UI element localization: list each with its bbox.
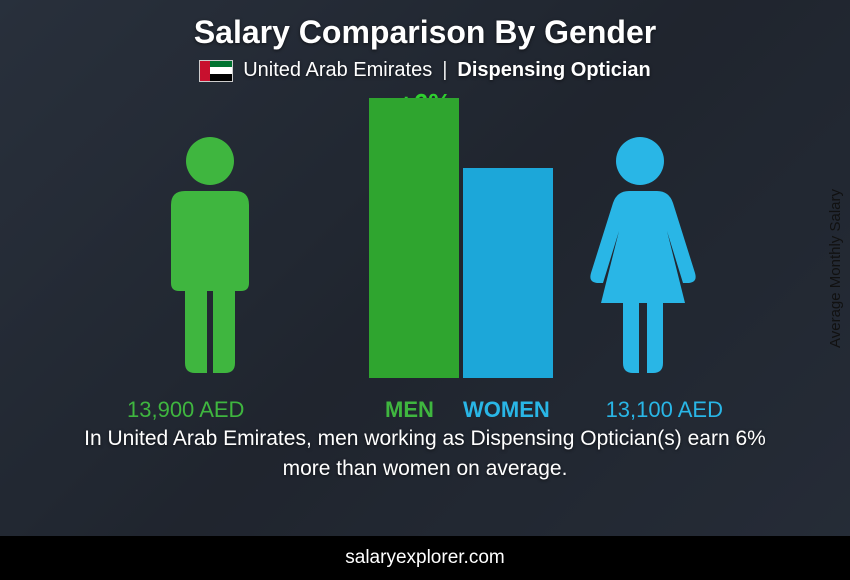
men-salary: 13,900 AED	[127, 397, 244, 423]
male-icon	[145, 133, 275, 378]
men-bar	[369, 98, 459, 378]
gender-chart: +6% 13,900 AED MEN WOMEN 13,1	[105, 88, 745, 418]
women-salary: 13,100 AED	[606, 397, 723, 423]
side-label-text: Average Monthly Salary	[827, 189, 844, 348]
footer-text: salaryexplorer.com	[345, 547, 504, 569]
women-bar	[463, 168, 553, 378]
page-title: Salary Comparison By Gender	[194, 14, 656, 51]
description: In United Arab Emirates, men working as …	[75, 424, 775, 485]
footer: salaryexplorer.com	[0, 536, 850, 580]
y-axis-label: Average Monthly Salary	[820, 0, 850, 536]
subtitle-row: United Arab Emirates | Dispensing Optici…	[199, 59, 651, 82]
separator: |	[442, 59, 447, 82]
women-label: WOMEN	[463, 397, 550, 423]
infographic: Salary Comparison By Gender United Arab …	[0, 0, 850, 580]
female-icon	[575, 133, 705, 378]
job-label: Dispensing Optician	[457, 59, 650, 82]
country-label: United Arab Emirates	[243, 59, 432, 82]
uae-flag-icon	[199, 60, 233, 82]
men-label: MEN	[385, 397, 434, 423]
